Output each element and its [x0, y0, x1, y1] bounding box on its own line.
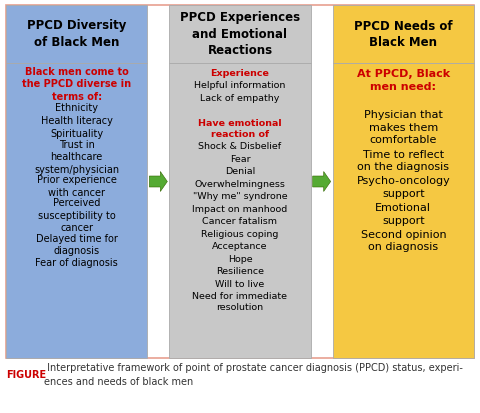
Text: PPCD Diversity
of Black Men: PPCD Diversity of Black Men [27, 19, 126, 48]
Text: Emotional
support: Emotional support [375, 203, 432, 225]
Text: FIGURE: FIGURE [6, 370, 46, 380]
Bar [6, 5, 474, 358]
Polygon shape [149, 171, 168, 192]
Text: Psycho-oncology
support: Psycho-oncology support [357, 176, 450, 199]
Bar [333, 5, 474, 63]
Text: Have emotional
reaction of: Have emotional reaction of [198, 119, 282, 139]
Text: Hope: Hope [228, 255, 252, 264]
Text: Perceived
susceptibility to
cancer: Perceived susceptibility to cancer [38, 198, 116, 233]
Bar [6, 63, 147, 358]
Bar [333, 63, 474, 358]
Text: Overwhelmingness: Overwhelmingness [194, 180, 286, 189]
Text: PPCD Experiences
and Emotional
Reactions: PPCD Experiences and Emotional Reactions [180, 12, 300, 57]
Text: Physician that
makes them
comfortable: Physician that makes them comfortable [364, 110, 443, 145]
Text: Will to live: Will to live [216, 280, 264, 289]
Text: Delayed time for
diagnosis: Delayed time for diagnosis [36, 233, 118, 256]
Text: Health literacy: Health literacy [41, 116, 113, 126]
Text: "Why me" syndrone: "Why me" syndrone [192, 192, 288, 201]
Text: Time to reflect
on the diagnosis: Time to reflect on the diagnosis [357, 150, 449, 172]
Text: Helpful information: Helpful information [194, 81, 286, 90]
Text: Cancer fatalism: Cancer fatalism [203, 217, 277, 226]
Text: Religious coping: Religious coping [201, 230, 279, 239]
Text: Shock & Disbelief: Shock & Disbelief [198, 142, 282, 151]
Text: Denial: Denial [225, 167, 255, 176]
Text: Prior experience
with cancer: Prior experience with cancer [37, 175, 117, 198]
Bar [6, 5, 147, 63]
Text: Ethnicity: Ethnicity [55, 103, 98, 113]
Text: Fear: Fear [230, 154, 250, 164]
Text: Interpretative framework of point of prostate cancer diagnosis (PPCD) status, ex: Interpretative framework of point of pro… [44, 363, 463, 387]
Text: Resilience: Resilience [216, 267, 264, 276]
Text: Lack of empathy: Lack of empathy [200, 94, 280, 103]
Text: Experience: Experience [211, 69, 269, 78]
Text: Acceptance: Acceptance [212, 242, 268, 252]
Text: Impact on manhood: Impact on manhood [192, 205, 288, 214]
Bar [169, 63, 311, 358]
Text: Black men come to
the PPCD diverse in
terms of:: Black men come to the PPCD diverse in te… [22, 67, 131, 102]
Text: PPCD Needs of
Black Men: PPCD Needs of Black Men [354, 19, 453, 48]
Text: Spirituality: Spirituality [50, 129, 103, 139]
Polygon shape [312, 171, 331, 192]
Text: Second opinion
on diagnosis: Second opinion on diagnosis [360, 230, 446, 252]
Text: Need for immediate
resolution: Need for immediate resolution [192, 292, 288, 312]
Text: Trust in
healthcare
system/physician: Trust in healthcare system/physician [34, 140, 119, 175]
Text: At PPCD, Black
men need:: At PPCD, Black men need: [357, 69, 450, 92]
Text: Fear of diagnosis: Fear of diagnosis [36, 258, 118, 268]
Bar [169, 5, 311, 63]
